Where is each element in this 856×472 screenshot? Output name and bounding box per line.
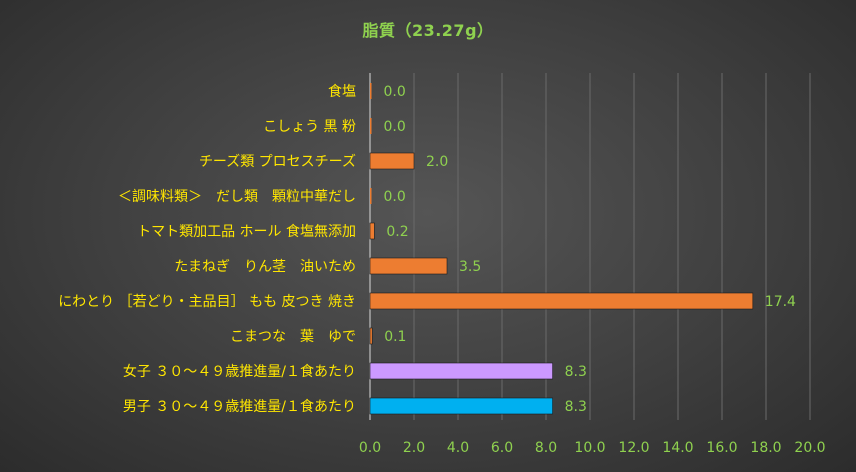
bar bbox=[369, 327, 373, 345]
category-label: こしょう 黒 粉 bbox=[263, 119, 356, 135]
data-label: 0.0 bbox=[384, 119, 406, 135]
bar bbox=[369, 152, 415, 170]
data-label: 17.4 bbox=[765, 294, 796, 310]
x-tick-label: 12.0 bbox=[618, 440, 649, 456]
x-tick-label: 10.0 bbox=[574, 440, 605, 456]
x-tick-label: 16.0 bbox=[706, 440, 737, 456]
data-label: 0.0 bbox=[384, 189, 406, 205]
bar bbox=[369, 292, 754, 310]
bar bbox=[370, 118, 372, 134]
data-label: 2.0 bbox=[426, 154, 448, 170]
category-label: チーズ類 プロセスチーズ bbox=[199, 154, 356, 170]
x-tick-label: 4.0 bbox=[447, 440, 469, 456]
bar bbox=[370, 83, 372, 99]
category-label: 食塩 bbox=[328, 83, 356, 100]
category-label: 女子 ３０～４９歳推進量/１食あたり bbox=[123, 363, 356, 380]
bar bbox=[369, 362, 553, 380]
category-label: たまねぎ りん茎 油いため bbox=[174, 259, 356, 275]
category-label: トマト類加工品 ホール 食塩無添加 bbox=[137, 223, 356, 240]
x-tick-label: 8.0 bbox=[535, 440, 557, 456]
bar bbox=[369, 397, 553, 415]
data-label: 8.3 bbox=[565, 364, 587, 380]
bar bbox=[369, 222, 375, 240]
data-label: 3.5 bbox=[459, 259, 481, 275]
x-tick-label: 0.0 bbox=[359, 440, 381, 456]
bar bbox=[369, 257, 448, 275]
bar bbox=[370, 188, 372, 204]
x-tick-label: 18.0 bbox=[750, 440, 781, 456]
chart-title: 脂質（23.27g） bbox=[362, 21, 494, 40]
category-label: にわとり ［若どり・主品目］ もも 皮つき 焼き bbox=[58, 294, 356, 310]
data-label: 0.1 bbox=[384, 329, 406, 345]
data-label: 8.3 bbox=[565, 399, 587, 415]
x-tick-label: 20.0 bbox=[794, 440, 825, 456]
x-tick-label: 14.0 bbox=[662, 440, 693, 456]
data-label: 0.0 bbox=[384, 84, 406, 100]
x-tick-label: 6.0 bbox=[491, 440, 513, 456]
category-label: 男子 ３０～４９歳推進量/１食あたり bbox=[123, 398, 356, 415]
data-label: 0.2 bbox=[386, 224, 408, 240]
category-label: こまつな 葉 ゆで bbox=[230, 329, 356, 345]
x-tick-label: 2.0 bbox=[403, 440, 425, 456]
category-label: ＜調味料類＞ だし類 顆粒中華だし bbox=[118, 189, 356, 205]
